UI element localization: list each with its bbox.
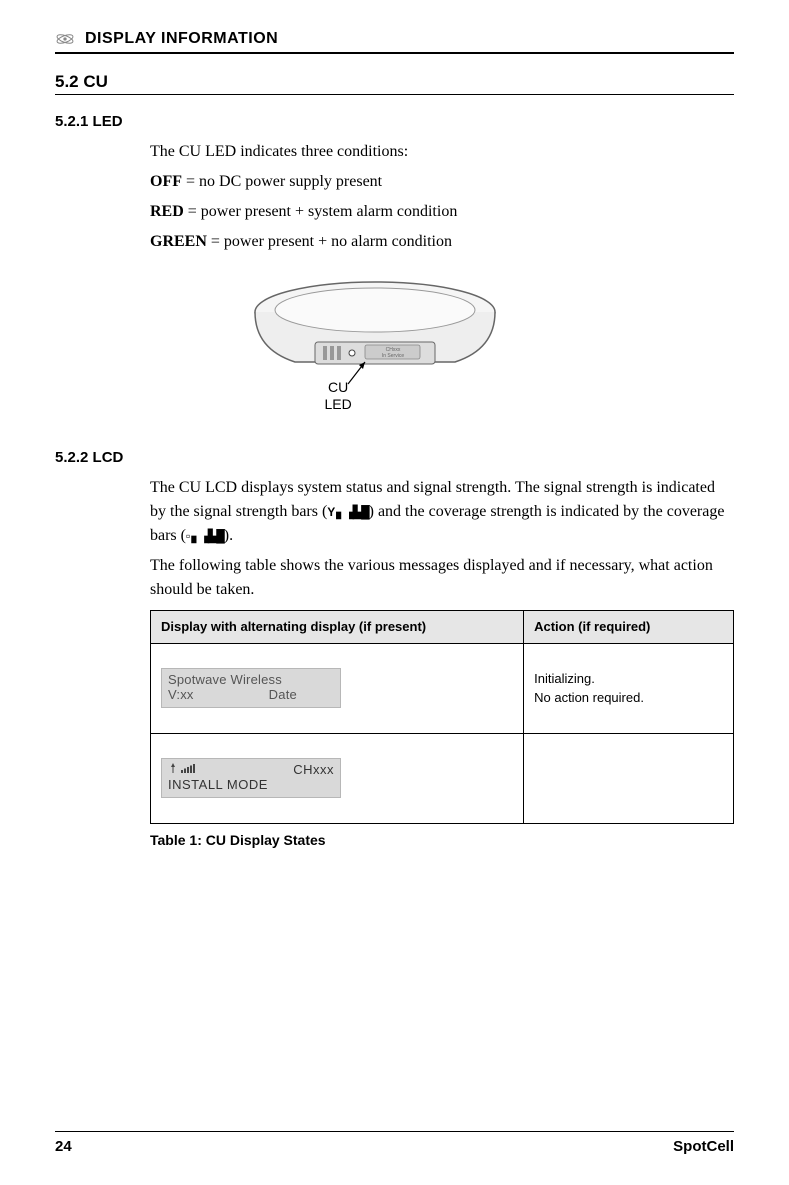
device-figure: CHxxx In Service CU LED xyxy=(225,274,565,399)
led-off: OFF = no DC power supply present xyxy=(150,170,734,194)
signal-strength-icon: Y ▖▗▙█ xyxy=(327,505,368,519)
led-intro: The CU LED indicates three conditions: xyxy=(150,140,734,164)
lcd-p2: The following table shows the various me… xyxy=(150,554,734,602)
cu-display-table: Display with alternating display (if pre… xyxy=(150,610,734,824)
coverage-icon: ▫ ▖▗▙█ xyxy=(186,529,224,543)
table-col-action: Action (if required) xyxy=(524,611,734,644)
lcd-p1: The CU LCD displays system status and si… xyxy=(150,476,734,548)
heading-5-2-1: 5.2.1 LED xyxy=(55,113,734,130)
lcd-screen: CHxxx INSTALL MODE xyxy=(161,758,341,798)
led-red: RED = power present + system alarm condi… xyxy=(150,200,734,224)
page-footer: 24 SpotCell xyxy=(55,1131,734,1155)
page-number: 24 xyxy=(55,1138,72,1155)
figure-label: CU LED xyxy=(325,379,352,413)
table-col-display: Display with alternating display (if pre… xyxy=(151,611,524,644)
table-row: CHxxx INSTALL MODE xyxy=(151,733,734,823)
table-caption: Table 1: CU Display States xyxy=(150,830,734,851)
page-header: DISPLAY INFORMATION xyxy=(55,30,734,54)
led-description: The CU LED indicates three conditions: O… xyxy=(150,140,734,254)
heading-5-2: 5.2 CU xyxy=(55,72,734,95)
table-action-cell xyxy=(524,733,734,823)
lcd-screen: Spotwave Wireless V:xxDate xyxy=(161,668,341,708)
heading-5-2-2: 5.2.2 LCD xyxy=(55,449,734,466)
logo-icon xyxy=(55,30,75,48)
table-row: Spotwave Wireless V:xxDate Initializing.… xyxy=(151,643,734,733)
brand-name: SpotCell xyxy=(673,1138,734,1155)
led-green: GREEN = power present + no alarm conditi… xyxy=(150,230,734,254)
svg-text:In Service: In Service xyxy=(381,353,403,359)
page: DISPLAY INFORMATION 5.2 CU 5.2.1 LED The… xyxy=(0,0,789,1185)
table-action-cell: Initializing. No action required. xyxy=(524,643,734,733)
lcd-description: The CU LCD displays system status and si… xyxy=(150,476,734,851)
section-title: DISPLAY INFORMATION xyxy=(85,30,278,48)
device-illustration: CHxxx In Service xyxy=(225,274,525,394)
